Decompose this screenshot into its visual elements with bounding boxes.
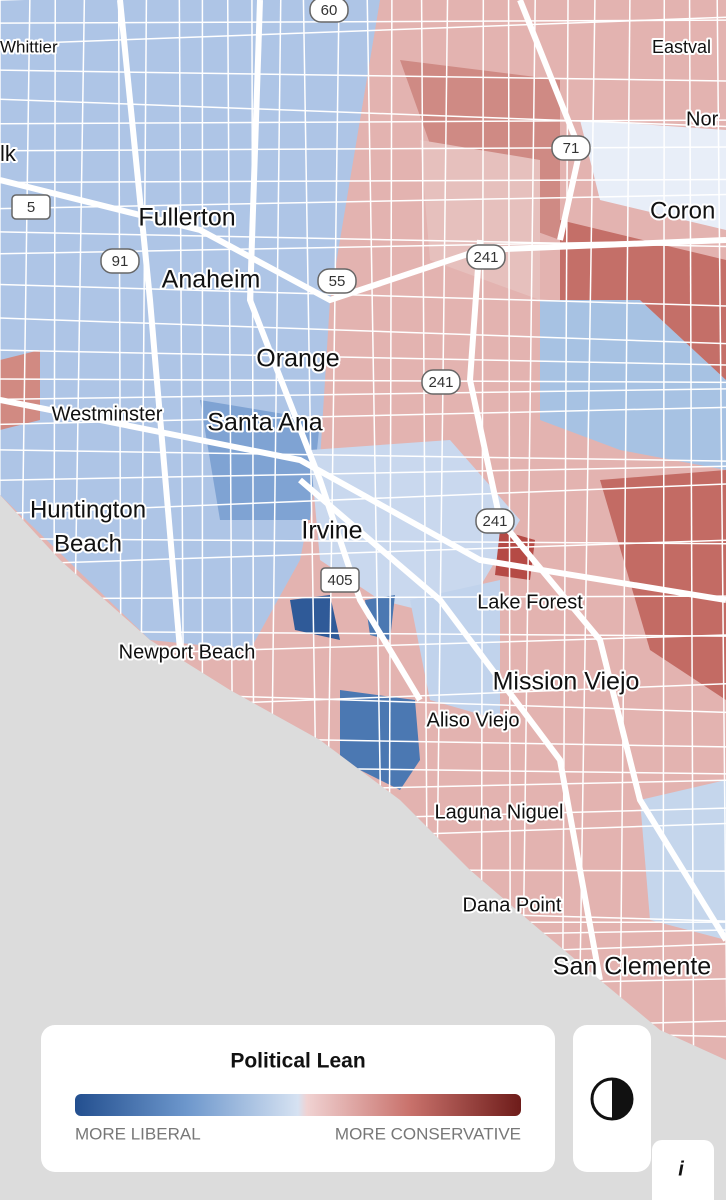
street [0, 146, 726, 152]
street [618, 0, 631, 1060]
place-label: Irvine [301, 517, 362, 545]
street [662, 0, 666, 1060]
place-label: Dana Point [463, 894, 562, 916]
shield-label: 71 [563, 140, 580, 157]
shield-bg [421, 369, 461, 395]
highway-shield: 241 [475, 508, 515, 534]
legend-high-label: MORE CONSERVATIVE [335, 1124, 521, 1143]
freeway [246, 0, 423, 702]
place-label: Orange [256, 345, 339, 373]
highway-shield: 55 [317, 268, 357, 294]
shield-bg [309, 0, 349, 23]
place-label: Beach [54, 530, 122, 557]
info-icon[interactable]: i [678, 1158, 684, 1180]
freeway [298, 477, 603, 981]
street [0, 178, 726, 184]
contrast-button[interactable] [573, 1025, 651, 1172]
shield-bg [551, 135, 591, 161]
shield-label: 91 [112, 253, 129, 270]
highway-shield: 241 [466, 244, 506, 270]
street [0, 449, 726, 462]
shield-bg [100, 248, 140, 274]
place-label: Coron [650, 197, 715, 224]
shield-label: 5 [27, 199, 35, 216]
shield-bg [317, 268, 357, 294]
place-label: Newport Beach [119, 641, 256, 663]
freeway [0, 177, 726, 304]
shield-bg [475, 508, 515, 534]
highway-shield: 405 [320, 567, 360, 593]
shield-bg [466, 244, 506, 270]
shield-label: 241 [473, 249, 498, 266]
place-label: Mission Viejo [493, 668, 640, 696]
place-label: Nor [686, 108, 719, 130]
shield-bg [320, 567, 360, 593]
highway-shield: 241 [421, 369, 461, 395]
legend-low-label: MORE LIBERAL [75, 1124, 201, 1143]
street [0, 537, 726, 545]
freeway [466, 239, 726, 942]
legend-title: Political Lean [230, 1050, 365, 1073]
place-label: Huntington [30, 496, 146, 523]
shield-bg [11, 194, 51, 220]
legend-scale [75, 1094, 521, 1116]
place-label: San Clemente [553, 953, 711, 981]
place-label: Lake Forest [477, 591, 583, 613]
street [0, 483, 726, 515]
place-label: Eastval [652, 37, 711, 57]
street [0, 388, 726, 401]
highway-shield: 60 [309, 0, 349, 23]
place-label: Fullerton [138, 204, 235, 232]
street [0, 378, 726, 384]
street [0, 119, 726, 125]
shield-label: 241 [428, 374, 453, 391]
place-label: Aliso Viejo [426, 709, 519, 731]
place-label: Santa Ana [207, 409, 322, 437]
street [0, 595, 726, 600]
highway-shield: 5 [11, 194, 51, 220]
highway-shield: 71 [551, 135, 591, 161]
shield-label: 405 [327, 572, 352, 589]
street [0, 317, 726, 345]
place-label: Anaheim [162, 266, 261, 294]
shield-label: 60 [321, 2, 338, 19]
street [0, 193, 726, 210]
street [0, 283, 726, 307]
shield-label: 55 [329, 273, 346, 290]
place-label: Whittier [0, 37, 58, 56]
place-label: Westminster [52, 403, 163, 425]
street [0, 465, 726, 481]
place-label: Laguna Niguel [435, 801, 564, 823]
street [0, 349, 726, 366]
highway-shield: 91 [100, 248, 140, 274]
freeway [0, 397, 726, 603]
shield-label: 241 [482, 513, 507, 530]
street [0, 539, 726, 566]
street [688, 0, 695, 1060]
street [0, 98, 726, 128]
street [0, 69, 726, 82]
place-label: lk [0, 141, 17, 166]
info-button[interactable]: i [652, 1140, 714, 1200]
freeway [117, 0, 183, 651]
